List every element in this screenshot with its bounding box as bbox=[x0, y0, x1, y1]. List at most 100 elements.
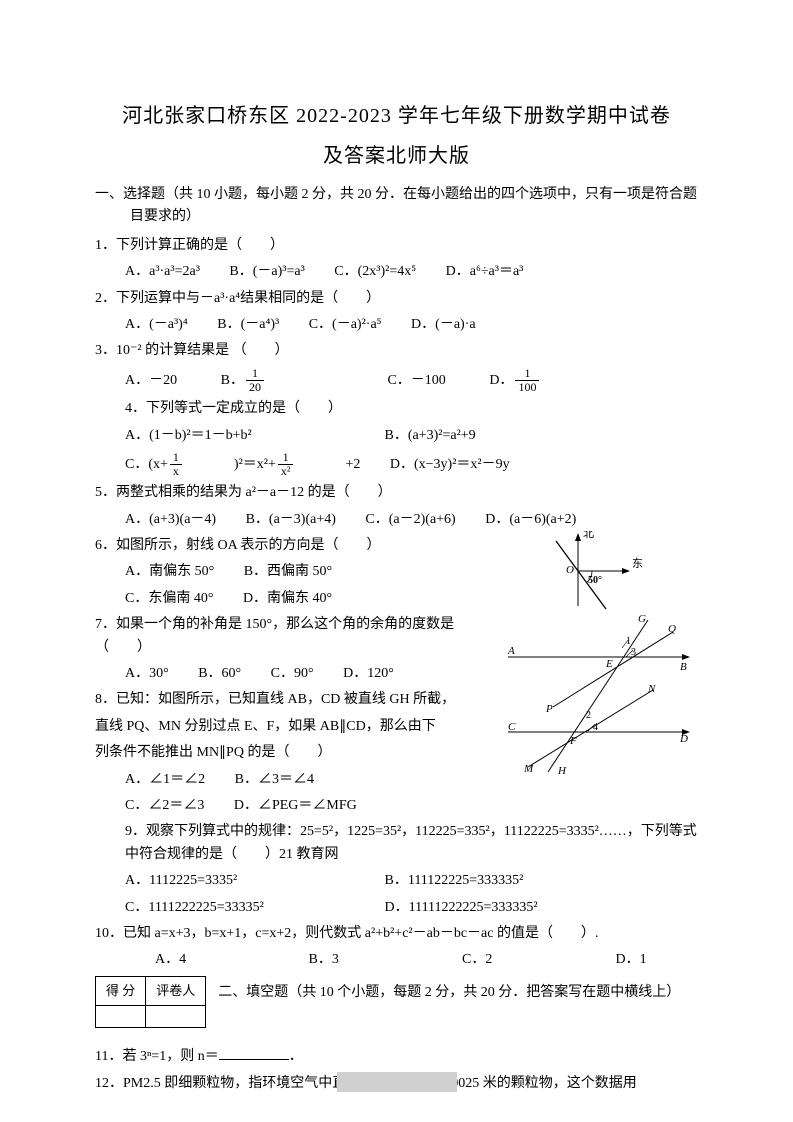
question-8-options-row2: C．∠2＝∠3 D．∠PEG＝∠MFG bbox=[95, 795, 498, 817]
svg-text:N: N bbox=[647, 683, 656, 695]
score-table: 得 分 评卷人 bbox=[95, 976, 206, 1029]
question-4-options-row2: C．(x+1x)²＝x²+1x²+2 D．(x−3y)²＝x²－9y bbox=[95, 451, 698, 478]
svg-text:E: E bbox=[605, 658, 613, 670]
question-9: 9．观察下列算式中的规律：25=5²，1225=35²，112225=335²，… bbox=[95, 821, 698, 866]
q5-opt-d: D．(a－6)(a+2) bbox=[485, 509, 576, 531]
question-2-options: A．(－a³)⁴ B．(－a⁴)³ C．(－a)²·a⁵ D．(－a)·a bbox=[95, 314, 698, 336]
question-8-line2: 直线 PQ、MN 分别过点 E、F，如果 AB∥CD，那么由下 bbox=[95, 716, 498, 738]
q10-opt-d: D．1 bbox=[616, 949, 647, 971]
q7-opt-d: D．120° bbox=[343, 663, 394, 685]
question-4: 4．下列等式一定成立的是（ ） bbox=[95, 398, 698, 420]
question-10-options: A．4 B．3 C．2 D．1 bbox=[95, 949, 698, 971]
q8-opt-c: C．∠2＝∠3 bbox=[125, 795, 204, 817]
svg-text:东: 东 bbox=[632, 557, 643, 570]
q8-transversal-figure: A B C D G H Q P N M E F 1 3 2 4 bbox=[498, 612, 698, 777]
question-3-options: A．－20 B．120 C．－100 D．1100 bbox=[95, 367, 698, 394]
svg-text:P: P bbox=[545, 703, 553, 715]
svg-text:北: 北 bbox=[583, 531, 594, 540]
score-header-score: 得 分 bbox=[96, 976, 146, 1006]
q5-opt-c: C．(a－2)(a+6) bbox=[365, 509, 455, 531]
svg-text:3: 3 bbox=[631, 647, 636, 658]
question-7: 7．如果一个角的补角是 150°，那么这个角的余角的度数是（ ） bbox=[95, 614, 498, 659]
q3-opt-b: B．120 bbox=[221, 367, 344, 394]
svg-text:50°: 50° bbox=[588, 575, 602, 586]
svg-text:2: 2 bbox=[586, 710, 591, 721]
q1-opt-d: D．a⁶÷a³＝a³ bbox=[446, 261, 524, 283]
question-6-options-row2: C．东偏南 40° D．南偏东 40° bbox=[95, 588, 498, 610]
section-1-header: 一、选择题（共 10 小题，每小题 2 分，共 20 分．在每小题给出的四个选项… bbox=[130, 184, 698, 229]
q3-opt-c: C．－100 bbox=[387, 370, 445, 392]
q3-opt-a: A．－20 bbox=[125, 370, 177, 392]
q2-opt-c: C．(－a)²·a⁵ bbox=[309, 314, 382, 336]
q6-opt-a: A．南偏东 50° bbox=[125, 561, 214, 583]
q5-opt-b: B．(a－3)(a+4) bbox=[246, 509, 336, 531]
question-1: 1．下列计算正确的是（ ） bbox=[95, 235, 698, 257]
q6-compass-figure: 北 东 O 50° bbox=[538, 531, 648, 611]
question-4-options-row1: A．(1－b)²＝1－b+b² B．(a+3)²=a²+9 bbox=[95, 425, 698, 447]
q2-opt-b: B．(－a⁴)³ bbox=[217, 314, 279, 336]
question-8-line1: 8．已知：如图所示，已知直线 AB，CD 被直线 GH 所截， bbox=[95, 689, 498, 711]
question-7-options: A．30° B．60° C．90° D．120° bbox=[95, 663, 498, 685]
q8-opt-d: D．∠PEG＝∠MFG bbox=[234, 795, 357, 817]
score-cell-1 bbox=[96, 1006, 146, 1028]
q8-opt-b: B．∠3＝∠4 bbox=[235, 769, 314, 791]
score-header-grader: 评卷人 bbox=[146, 976, 206, 1006]
q4-opt-b: B．(a+3)²=a²+9 bbox=[385, 425, 476, 447]
question-9-options-row2: C．1111222225=33335² D．11111222225=333335… bbox=[95, 897, 698, 919]
q6-opt-d: D．南偏东 40° bbox=[243, 588, 332, 610]
q7-opt-c: C．90° bbox=[271, 663, 314, 685]
q11-blank bbox=[219, 1046, 289, 1060]
svg-text:B: B bbox=[680, 661, 687, 673]
q2-opt-a: A．(－a³)⁴ bbox=[125, 314, 188, 336]
svg-text:M: M bbox=[523, 763, 534, 775]
q10-opt-b: B．3 bbox=[309, 949, 419, 971]
footer-placeholder bbox=[337, 1072, 457, 1092]
q10-opt-c: C．2 bbox=[462, 949, 572, 971]
q9-opt-c: C．1111222225=33335² bbox=[125, 897, 355, 919]
q7-opt-a: A．30° bbox=[125, 663, 169, 685]
q9-opt-b: B．111122225=333335² bbox=[385, 870, 524, 892]
svg-text:A: A bbox=[507, 645, 515, 657]
q11-post: ． bbox=[289, 1049, 303, 1064]
q1-opt-a: A．a³·a³=2a³ bbox=[125, 261, 200, 283]
q5-opt-a: A．(a+3)(a－4) bbox=[125, 509, 216, 531]
question-11: 11．若 3ⁿ=1，则 n＝ ． bbox=[95, 1046, 698, 1068]
svg-text:4: 4 bbox=[593, 722, 598, 733]
question-2: 2．下列运算中与－a³·a⁴结果相同的是（ ） bbox=[95, 288, 698, 310]
question-5-options: A．(a+3)(a－4) B．(a－3)(a+4) C．(a－2)(a+6) D… bbox=[95, 509, 698, 531]
svg-text:Q: Q bbox=[668, 623, 676, 635]
q1-opt-b: B．(－a)³=a³ bbox=[229, 261, 304, 283]
svg-text:O: O bbox=[566, 564, 574, 576]
q7-opt-b: B．60° bbox=[198, 663, 241, 685]
svg-text:G: G bbox=[638, 613, 646, 625]
svg-text:D: D bbox=[679, 733, 688, 745]
page-title-line1: 河北张家口桥东区 2022-2023 学年七年级下册数学期中试卷 bbox=[95, 100, 698, 132]
q6-opt-b: B．西偏南 50° bbox=[244, 561, 332, 583]
q10-opt-a: A．4 bbox=[155, 949, 265, 971]
question-9-options-row1: A．1112225=3335² B．111122225=333335² bbox=[95, 870, 698, 892]
question-1-options: A．a³·a³=2a³ B．(－a)³=a³ C．(2x³)²=4x⁵ D．a⁶… bbox=[95, 261, 698, 283]
q4-opt-d: D．(x−3y)²＝x²－9y bbox=[390, 454, 510, 476]
score-cell-2 bbox=[146, 1006, 206, 1028]
question-8-options-row1: A．∠1＝∠2 B．∠3＝∠4 bbox=[95, 769, 498, 791]
question-6: 6．如图所示，射线 OA 表示的方向是（ ） bbox=[95, 535, 498, 557]
q11-pre: 11．若 3ⁿ=1，则 n＝ bbox=[95, 1049, 219, 1064]
q4-opt-a: A．(1－b)²＝1－b+b² bbox=[125, 425, 355, 447]
page-title-line2: 及答案北师大版 bbox=[95, 140, 698, 172]
question-6-options-row1: A．南偏东 50° B．西偏南 50° bbox=[95, 561, 498, 583]
q8-opt-a: A．∠1＝∠2 bbox=[125, 769, 205, 791]
svg-text:F: F bbox=[569, 735, 577, 747]
question-5: 5．两整式相乘的结果为 a²－a－12 的是（ ） bbox=[95, 482, 698, 504]
q4-opt-c: C．(x+1x)²＝x²+1x²+2 bbox=[125, 451, 360, 478]
question-8-line3: 列条件不能推出 MN∥PQ 的是（ ） bbox=[95, 742, 498, 764]
svg-text:H: H bbox=[557, 765, 567, 777]
q9-opt-a: A．1112225=3335² bbox=[125, 870, 355, 892]
svg-text:C: C bbox=[508, 721, 516, 733]
q2-opt-d: D．(－a)·a bbox=[411, 314, 476, 336]
q3-opt-d: D．1100 bbox=[489, 367, 619, 394]
q6-opt-c: C．东偏南 40° bbox=[125, 588, 213, 610]
question-3: 3．10⁻² 的计算结果是 （ ） bbox=[95, 340, 698, 362]
question-10: 10．已知 a=x+3，b=x+1，c=x+2，则代数式 a²+b²+c²－ab… bbox=[95, 923, 698, 945]
q1-opt-c: C．(2x³)²=4x⁵ bbox=[334, 261, 416, 283]
q9-opt-d: D．11111222225=333335² bbox=[385, 897, 538, 919]
